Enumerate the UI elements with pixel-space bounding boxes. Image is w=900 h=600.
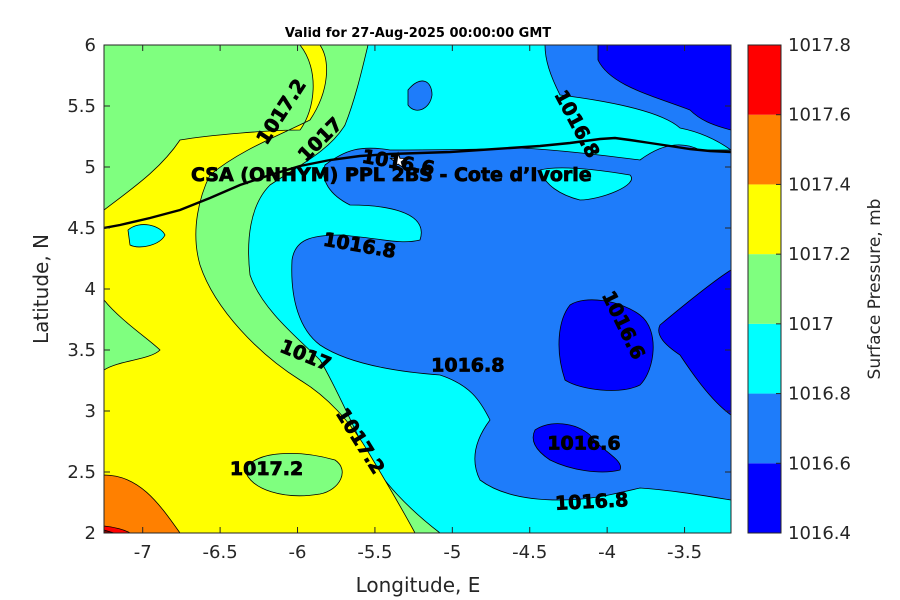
- colorbar: 1016.4 1016.6 1016.8 1017 1017.2 1017.4 1017.6…: [747, 35, 851, 544]
- region-1016-8-sw-patch: [127, 224, 166, 248]
- colorbar-segment: [748, 45, 781, 115]
- region-1016-6-main: [291, 144, 731, 501]
- y-tick-label: 2.5: [67, 462, 96, 483]
- region-1017-6-sw: [104, 525, 131, 533]
- colorbar-segment: [748, 463, 781, 533]
- y-tick-label: 2: [85, 523, 96, 544]
- colorbar-frame: [747, 44, 782, 534]
- colorbar-tick-label: 1017.2: [788, 244, 851, 265]
- y-tick-label: 4: [85, 279, 96, 300]
- y-tick-label: 3.5: [67, 340, 96, 361]
- colorbar-tick-label: 1016.4: [788, 523, 851, 544]
- contour-label: 1016.6: [547, 432, 620, 454]
- x-tick-label: -4.5: [512, 542, 547, 563]
- x-tick-label: -7: [134, 542, 152, 563]
- region-1016-8-inner: [539, 167, 632, 201]
- colorbar-tick-label: 1017: [788, 314, 834, 335]
- x-axis-ticks: -7 -6.5 -6 -5.5 -5 -4.5 -4 -3.5: [134, 45, 702, 563]
- colorbar-tick-label: 1017.6: [788, 105, 851, 126]
- region-1017-2-east-patch: [244, 453, 343, 497]
- y-tick-label: 5.5: [67, 96, 96, 117]
- coastline: [104, 136, 731, 230]
- colorbar-tick-label: 1016.6: [788, 453, 851, 474]
- colorbar-label: Surface Pressure, mb: [865, 199, 885, 380]
- region-1016-4-south: [532, 423, 621, 473]
- y-tick-label: 5: [85, 157, 96, 178]
- x-tick-label: -6.5: [203, 542, 238, 563]
- y-tick-label: 3: [85, 401, 96, 422]
- x-tick-label: -6: [289, 542, 307, 563]
- plot-area: CSA (ONHYM) PPL 2BS - Cote d’Ivorie 1017…: [104, 45, 731, 533]
- x-tick-label: -4: [598, 542, 616, 563]
- y-axis-ticks: 2 2.5 3 3.5 4 4.5 5 5.5 6: [67, 35, 731, 544]
- colorbar-segment: [748, 254, 781, 324]
- region-1016-6-north-patch: [407, 80, 433, 111]
- contour-label: 1016.8: [431, 354, 504, 376]
- x-axis-label: Longitude, E: [356, 573, 481, 597]
- y-tick-label: 4.5: [67, 218, 96, 239]
- colorbar-segment: [748, 114, 781, 185]
- region-1017-8-sw: [104, 529, 115, 533]
- colorbar-segment: [748, 323, 781, 394]
- x-tick-label: -5.5: [357, 542, 392, 563]
- contour-label: 1017.2: [230, 458, 303, 480]
- x-tick-label: -5: [443, 542, 461, 563]
- region-1016-4-ne: [597, 45, 731, 131]
- colorbar-segment: [748, 184, 781, 255]
- contour-label: 1016.8: [554, 489, 628, 515]
- colorbar-tick-label: 1017.8: [788, 35, 851, 56]
- colorbar-tick-label: 1017.4: [788, 174, 851, 195]
- y-axis-label: Latitude, N: [29, 234, 53, 344]
- colorbar-tick-label: 1016.8: [788, 384, 851, 405]
- colorbar-segment: [748, 393, 781, 464]
- chart-title: Valid for 27-Aug-2025 00:00:00 GMT: [285, 26, 551, 41]
- site-star-shape: [389, 151, 408, 169]
- site-star-icon: [389, 151, 408, 169]
- site-label: CSA (ONHYM) PPL 2BS - Cote d’Ivorie: [191, 164, 592, 186]
- region-1016-4-east: [658, 269, 731, 416]
- region-1017-2-west: [104, 45, 416, 533]
- region-1016-4-center: [558, 299, 654, 391]
- x-tick-label: -3.5: [667, 542, 702, 563]
- y-tick-label: 6: [85, 35, 96, 56]
